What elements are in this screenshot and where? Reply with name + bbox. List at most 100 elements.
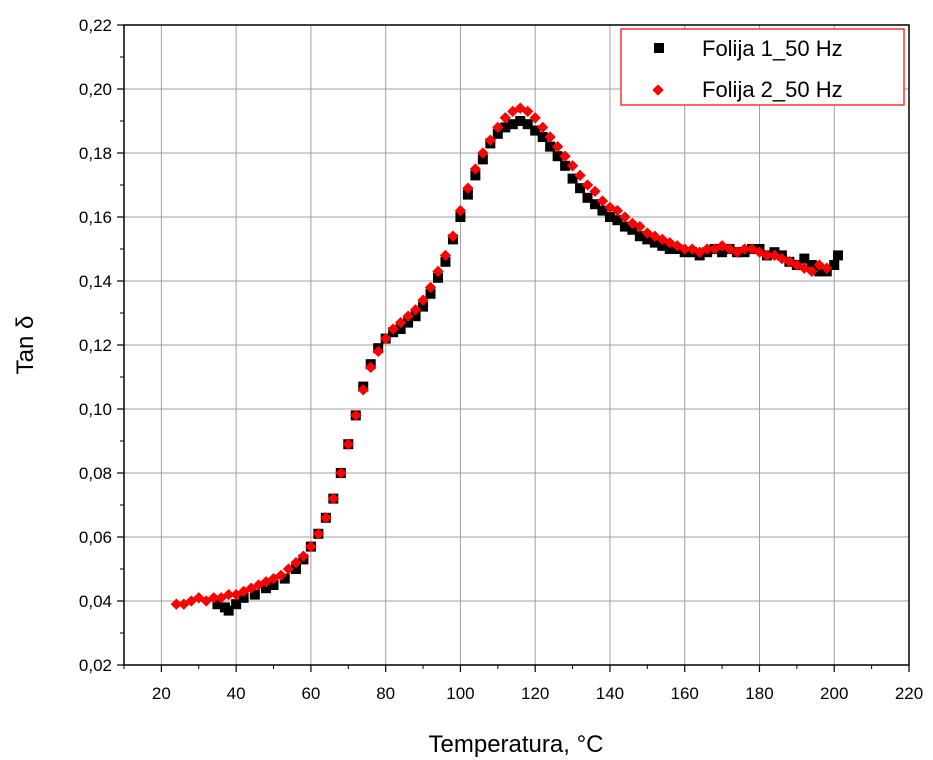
series-2-point (701, 243, 713, 255)
series-2-point (170, 598, 182, 610)
series-2-point (544, 131, 556, 143)
series-2-point (761, 249, 773, 262)
series-2-point (380, 332, 392, 345)
x-tick-label: 120 (521, 684, 549, 703)
axis-ticks (117, 24, 910, 672)
series-2-point (454, 204, 467, 217)
series-2-point (275, 569, 287, 582)
legend-marker-square (654, 43, 664, 53)
series-2-point (312, 528, 325, 540)
series-2-point (342, 438, 354, 450)
series-1-point (545, 141, 556, 152)
series-1-point (560, 160, 571, 171)
x-tick-label: 60 (301, 684, 320, 703)
series-1-point (627, 224, 638, 235)
series-2-point (679, 243, 691, 255)
x-tick-label: 200 (820, 684, 848, 703)
data-points (170, 102, 843, 616)
series-2-point (394, 316, 407, 329)
y-tick-label: 0,16 (79, 208, 112, 227)
x-tick-label: 140 (596, 684, 624, 703)
series-1-point (582, 192, 593, 203)
series-2-point (611, 204, 624, 217)
y-tick-label: 0,18 (79, 144, 112, 163)
series-2-point (297, 550, 310, 562)
series-1-point (223, 605, 234, 616)
series-2-point (402, 310, 414, 322)
series-2-point (305, 540, 317, 553)
series-2-point (738, 243, 751, 255)
series-2-point (484, 134, 496, 146)
series-1-point (806, 260, 817, 270)
series-1-point (425, 288, 436, 299)
y-tick-label: 0,22 (79, 16, 112, 35)
series-2-point (432, 265, 444, 278)
series-1-point (597, 205, 608, 216)
series-2-point (417, 294, 429, 306)
x-tick-label: 80 (376, 684, 395, 703)
series-2-point (387, 323, 399, 335)
series-2-point (290, 556, 302, 569)
legend-box (620, 28, 905, 106)
series-1-point (212, 599, 223, 610)
series-1-point (477, 154, 488, 165)
series-1-point (290, 564, 301, 574)
series-2-point (566, 160, 579, 172)
series-1-point (604, 212, 615, 222)
series-1-point (832, 250, 843, 261)
series-2-point (365, 361, 377, 374)
series-1-point (552, 151, 563, 162)
series-2-point (424, 281, 437, 294)
series-2-point (559, 150, 571, 162)
series-1-point (403, 317, 414, 328)
y-tick-label: 0,14 (79, 272, 112, 291)
series-1-point (238, 592, 249, 603)
series-2-point (320, 512, 332, 524)
series-1-point (440, 256, 451, 267)
series-2-point (208, 592, 220, 604)
series-1-point (470, 170, 481, 181)
series-2-point (469, 163, 482, 175)
series-2-point (806, 265, 818, 278)
series-2-point (335, 467, 347, 479)
series-1-point (829, 260, 840, 270)
y-tick-label: 0,12 (79, 336, 112, 355)
series-1-point (567, 173, 578, 184)
x-tick-label: 180 (745, 684, 773, 703)
y-tick-label: 0,08 (79, 464, 112, 483)
series-1-point (279, 573, 290, 584)
series-1-point (395, 324, 406, 334)
series-1-point (619, 221, 630, 232)
series-1-point (657, 240, 668, 251)
series-2-point (223, 588, 235, 601)
series-2-point (372, 345, 384, 358)
x-axis-title: Temperatura, °C (429, 731, 604, 758)
series-1-point (410, 311, 421, 322)
y-tick-label: 0,06 (79, 528, 112, 547)
series-1-point (649, 237, 660, 248)
series-2-point (477, 147, 489, 159)
x-tick-label: 220 (895, 684, 923, 703)
x-tick-label: 100 (446, 684, 474, 703)
series-2-point (634, 220, 646, 233)
series-2-point (447, 230, 459, 242)
series-1-point (799, 253, 810, 264)
series-1-point (537, 132, 548, 142)
series-1-point (717, 247, 728, 258)
y-tick-label: 0,04 (79, 592, 112, 611)
series-1-point (515, 116, 526, 126)
legend-label-series-1: Folija 1_50 Hz (702, 36, 843, 61)
series-1-point (664, 244, 675, 254)
series-1-point (462, 189, 473, 200)
x-tick-label: 40 (227, 684, 246, 703)
series-2-point (327, 492, 339, 505)
y-tick-label: 0,20 (79, 80, 112, 99)
series-1-point (634, 231, 645, 242)
series-2-point (551, 140, 564, 153)
series-2-point (357, 384, 369, 396)
series-2-point (350, 409, 362, 422)
series-1-point (507, 119, 518, 130)
series-2-point (619, 211, 631, 223)
series-2-point (409, 304, 422, 316)
